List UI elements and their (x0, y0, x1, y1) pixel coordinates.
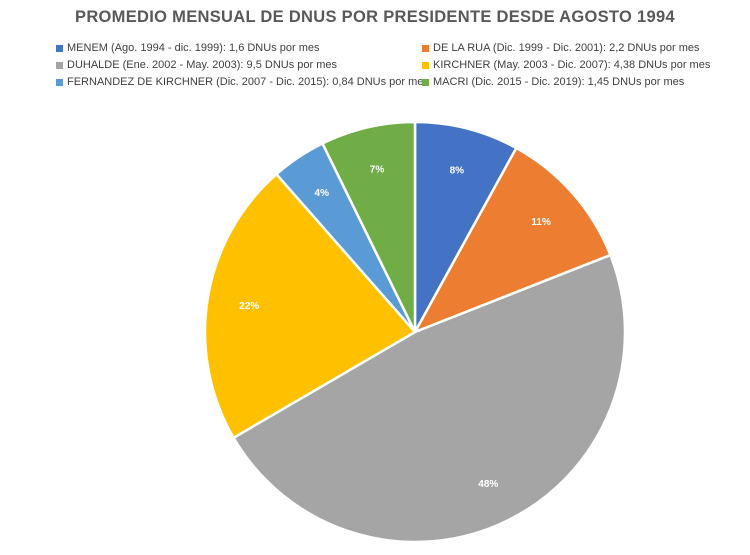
legend-item-macri: MACRI (Dic. 2015 - Dic. 2019): 1,45 DNUs… (422, 76, 732, 88)
data-label-de-la-rua: 11% (531, 217, 551, 228)
legend-label-macri: MACRI (Dic. 2015 - Dic. 2019): 1,45 DNUs… (433, 76, 685, 88)
legend-label-kirchner: KIRCHNER (May. 2003 - Dic. 2007): 4,38 D… (433, 59, 711, 71)
chart-title: PROMEDIO MENSUAL DE DNUS POR PRESIDENTE … (75, 8, 675, 26)
legend-item-kirchner: KIRCHNER (May. 2003 - Dic. 2007): 4,38 D… (422, 59, 732, 71)
pie-slice-macri (320, 120, 417, 333)
legend-item-fernandez-de-kirchner: FERNANDEZ DE KIRCHNER (Dic. 2007 - Dic. … (56, 76, 429, 88)
pie-slice-kirchner (203, 172, 417, 440)
data-label-fernandez-de-kirchner: 4% (315, 188, 330, 199)
legend-item-de-la-rua: DE LA RUA (Dic. 1999 - Dic. 2001): 2,2 D… (422, 42, 732, 54)
legend-swatch-fernandez-de-kirchner (56, 78, 63, 86)
legend-item-duhalde: DUHALDE (Ene. 2002 - May. 2003): 9,5 DNU… (56, 59, 422, 71)
data-label-menem: 8% (450, 165, 465, 176)
data-label-duhalde: 48% (478, 479, 498, 490)
legend-label-duhalde: DUHALDE (Ene. 2002 - May. 2003): 9,5 DNU… (67, 59, 338, 71)
legend: MENEM (Ago. 1994 - dic. 1999): 1,6 DNUs … (56, 42, 736, 88)
legend-swatch-macri (422, 78, 429, 86)
legend-swatch-menem (56, 44, 63, 52)
pie-slice-duhalde (231, 253, 627, 544)
legend-item-menem: MENEM (Ago. 1994 - dic. 1999): 1,6 DNUs … (56, 42, 422, 54)
data-label-macri: 7% (370, 164, 385, 175)
legend-swatch-kirchner (422, 61, 429, 69)
legend-swatch-de-la-rua (422, 44, 429, 52)
legend-swatch-duhalde (56, 61, 63, 69)
data-label-kirchner: 22% (239, 301, 259, 312)
pie-slice-de-la-rua (412, 146, 613, 335)
pie-slice-menem (413, 120, 519, 333)
legend-label-de-la-rua: DE LA RUA (Dic. 1999 - Dic. 2001): 2,2 D… (433, 42, 700, 54)
legend-label-menem: MENEM (Ago. 1994 - dic. 1999): 1,6 DNUs … (67, 42, 320, 54)
legend-label-fernandez-de-kirchner: FERNANDEZ DE KIRCHNER (Dic. 2007 - Dic. … (67, 76, 429, 88)
